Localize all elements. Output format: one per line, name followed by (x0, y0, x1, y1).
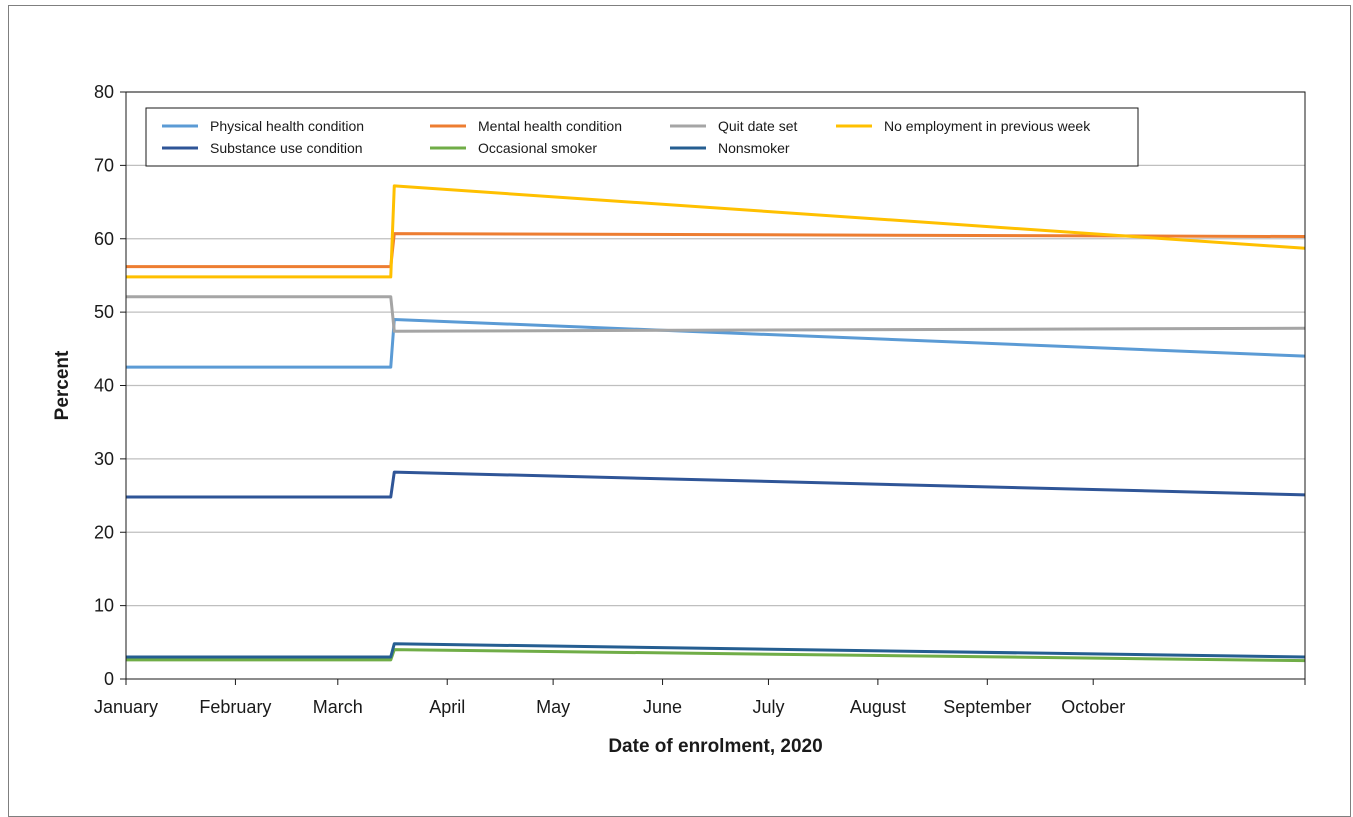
y-axis-title: Percent (52, 350, 73, 420)
y-axis-ticks: 0 10 20 30 40 50 60 70 80 (94, 82, 126, 689)
x-tick-label: September (943, 697, 1031, 717)
y-tick-label: 10 (94, 596, 114, 616)
plot-area-border (125, 91, 1306, 680)
axes (125, 91, 1306, 680)
x-tick-label: April (429, 697, 465, 717)
series-line-physical-health-condition (126, 317, 1306, 369)
x-tick-label: August (850, 697, 906, 717)
x-axis-title: Date of enrolment, 2020 (608, 736, 822, 757)
series-line-no-employment-in-previous-week (126, 184, 1306, 279)
y-tick-label: 80 (94, 82, 114, 102)
x-tick-label: October (1061, 697, 1125, 717)
legend-box (145, 107, 1139, 167)
x-tick-label: January (94, 697, 158, 717)
y-tick-label: 40 (94, 376, 114, 396)
series-line-substance-use-condition (126, 470, 1306, 499)
series-lines (126, 184, 1306, 663)
legend-label: Mental health condition (478, 118, 622, 134)
y-tick-label: 0 (104, 669, 114, 689)
x-tick-label: July (752, 697, 784, 717)
legend: Physical health condition Mental health c… (145, 107, 1139, 167)
legend-label: Physical health condition (210, 118, 364, 134)
legend-label: Quit date set (718, 118, 797, 134)
x-tick-label: March (313, 697, 363, 717)
y-tick-label: 70 (94, 155, 114, 175)
y-tick-label: 50 (94, 302, 114, 322)
y-tick-label: 30 (94, 449, 114, 469)
series-line-nonsmoker (126, 642, 1306, 659)
x-axis-ticks: January February March April May June July Augu… (94, 679, 1306, 717)
legend-label: Occasional smoker (478, 140, 597, 156)
y-tick-label: 20 (94, 522, 114, 542)
x-tick-label: May (536, 697, 570, 717)
legend-label: Substance use condition (210, 140, 363, 156)
x-tick-label: February (199, 697, 271, 717)
legend-label: No employment in previous week (884, 118, 1091, 134)
series-line-quit-date-set (126, 295, 1306, 333)
legend-label: Nonsmoker (718, 140, 790, 156)
y-tick-label: 60 (94, 229, 114, 249)
x-tick-label: June (643, 697, 682, 717)
